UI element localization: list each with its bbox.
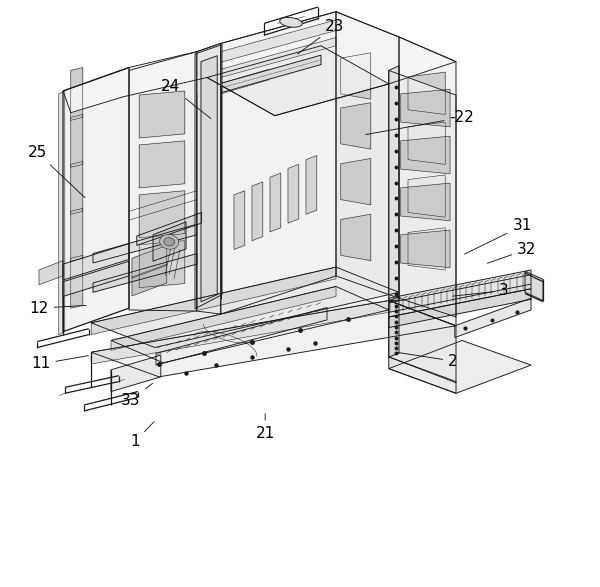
Polygon shape <box>389 340 531 393</box>
Polygon shape <box>63 68 129 332</box>
Polygon shape <box>401 230 450 268</box>
Text: 3: 3 <box>453 283 509 298</box>
Polygon shape <box>153 222 186 261</box>
Polygon shape <box>197 43 221 314</box>
Polygon shape <box>455 298 531 338</box>
Polygon shape <box>221 20 336 62</box>
Polygon shape <box>401 89 450 127</box>
Text: 31: 31 <box>464 218 532 254</box>
Polygon shape <box>389 301 456 383</box>
Polygon shape <box>71 114 83 167</box>
Polygon shape <box>401 136 450 174</box>
Text: 33: 33 <box>121 383 152 408</box>
Polygon shape <box>129 52 197 311</box>
Ellipse shape <box>160 234 179 249</box>
Text: -22: -22 <box>366 110 475 134</box>
Polygon shape <box>91 267 399 348</box>
Polygon shape <box>132 245 167 278</box>
Text: 2: 2 <box>399 353 458 369</box>
Polygon shape <box>111 286 389 363</box>
Polygon shape <box>525 271 543 301</box>
Polygon shape <box>389 289 531 328</box>
Polygon shape <box>341 158 371 205</box>
Polygon shape <box>336 12 399 298</box>
Polygon shape <box>156 308 327 365</box>
Polygon shape <box>389 270 531 317</box>
Polygon shape <box>288 164 299 223</box>
Polygon shape <box>234 191 245 249</box>
Polygon shape <box>389 70 456 326</box>
Polygon shape <box>341 103 371 149</box>
Polygon shape <box>306 156 317 214</box>
Polygon shape <box>59 91 65 335</box>
Polygon shape <box>201 56 217 302</box>
Polygon shape <box>221 55 321 93</box>
Polygon shape <box>71 68 83 120</box>
Polygon shape <box>93 224 197 263</box>
Text: 23: 23 <box>298 19 344 54</box>
Text: 12: 12 <box>29 301 86 316</box>
Polygon shape <box>389 357 456 393</box>
Polygon shape <box>91 301 456 377</box>
Polygon shape <box>408 122 445 164</box>
Polygon shape <box>270 173 281 232</box>
Polygon shape <box>91 301 389 364</box>
Polygon shape <box>139 91 185 138</box>
Polygon shape <box>408 175 445 217</box>
Text: 32: 32 <box>487 242 536 263</box>
Polygon shape <box>137 212 202 245</box>
Polygon shape <box>63 12 456 116</box>
Polygon shape <box>111 286 336 350</box>
Polygon shape <box>408 228 445 270</box>
Polygon shape <box>221 38 336 77</box>
Polygon shape <box>207 46 389 116</box>
Text: 1: 1 <box>130 421 154 449</box>
Polygon shape <box>408 72 445 114</box>
Polygon shape <box>252 182 263 241</box>
Polygon shape <box>139 141 185 188</box>
Polygon shape <box>401 183 450 221</box>
Text: 11: 11 <box>31 356 88 372</box>
Polygon shape <box>139 241 185 288</box>
Polygon shape <box>139 191 185 238</box>
Polygon shape <box>71 161 83 214</box>
Text: 24: 24 <box>161 79 211 119</box>
Polygon shape <box>91 267 336 335</box>
Polygon shape <box>63 244 129 280</box>
Text: 25: 25 <box>28 145 85 198</box>
Polygon shape <box>111 355 161 392</box>
Polygon shape <box>389 297 399 357</box>
Polygon shape <box>389 66 399 301</box>
Polygon shape <box>399 37 456 317</box>
Polygon shape <box>93 254 197 292</box>
Polygon shape <box>39 261 63 285</box>
Polygon shape <box>341 53 371 99</box>
Polygon shape <box>132 264 167 296</box>
Polygon shape <box>63 261 129 296</box>
Text: 21: 21 <box>256 414 275 441</box>
Polygon shape <box>195 45 222 309</box>
Polygon shape <box>341 214 371 261</box>
Polygon shape <box>71 255 83 308</box>
Polygon shape <box>221 12 336 314</box>
Ellipse shape <box>280 18 302 27</box>
Polygon shape <box>71 208 83 261</box>
Ellipse shape <box>164 238 175 246</box>
